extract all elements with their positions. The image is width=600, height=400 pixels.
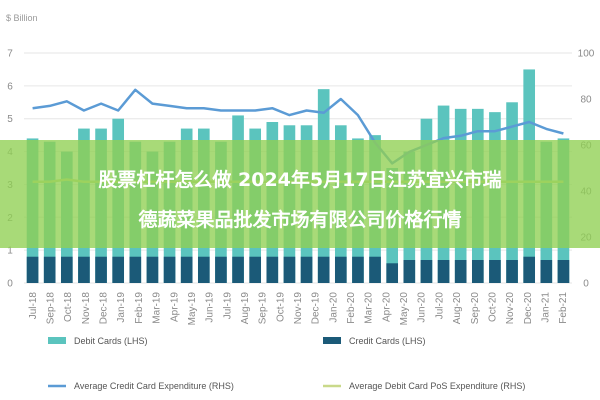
left-tick-label: 1 <box>7 246 13 257</box>
x-tick-label: Oct-19 <box>275 292 286 322</box>
avg-credit-expenditure-line <box>32 88 564 165</box>
x-tick-label: Jan-21 <box>540 292 551 323</box>
x-tick-label: Jan-19 <box>116 292 127 323</box>
credit-bar <box>523 256 536 283</box>
x-tick-label: Aug-20 <box>452 292 463 325</box>
credit-bar <box>506 260 518 283</box>
x-tick-label: Nov-18 <box>81 292 92 325</box>
x-tick-label: Apr-20 <box>381 292 392 322</box>
credit-bar <box>232 256 244 283</box>
credit-bar <box>352 256 364 283</box>
right-tick-label: 100 <box>578 49 595 60</box>
x-tick-label: Apr-19 <box>169 292 180 322</box>
x-tick-label: Sep-18 <box>46 292 57 325</box>
credit-bar <box>403 260 416 283</box>
x-tick-label: Jul-20 <box>434 292 445 320</box>
x-tick-label: Nov-20 <box>505 292 516 325</box>
credit-bar <box>437 260 450 283</box>
left-tick-label: 5 <box>7 114 13 125</box>
x-tick-label: Oct-20 <box>487 292 498 322</box>
x-tick-label: Nov-19 <box>293 292 304 325</box>
credit-bar <box>129 256 142 283</box>
credit-bar <box>283 256 296 283</box>
x-tick-label: Mar-19 <box>152 292 163 324</box>
credit-bar <box>540 260 553 283</box>
credit-bar <box>317 256 330 283</box>
credit-bar <box>163 256 176 283</box>
legend-label-credit-cards: Credit Cards (LHS) <box>349 336 426 346</box>
x-tick-label: Jul-18 <box>28 292 39 320</box>
x-tick-label: Jun-20 <box>417 292 428 323</box>
legend-label-avg-credit-expenditure: Average Credit Card Expenditure (RHS) <box>74 381 234 391</box>
legend-swatch-credit-cards <box>323 337 341 344</box>
x-tick-label: Oct-18 <box>63 292 74 322</box>
x-axis-labels: Jul-18 Sep-18 Oct-18 Nov-18 Dec-18 Jan-19 Feb-… <box>28 292 569 326</box>
x-tick-label: Feb-20 <box>346 292 357 324</box>
x-tick-label: Aug-19 <box>240 292 251 325</box>
credit-bar <box>249 256 262 283</box>
overlay-band <box>0 140 600 248</box>
legend: Debit Cards (LHS) Credit Cards (LHS) Ave… <box>48 336 525 391</box>
left-tick-label: 6 <box>7 81 13 92</box>
legend-swatch-debit-cards <box>48 337 66 344</box>
x-tick-label: Mar-20 <box>364 292 375 324</box>
right-tick-label: 80 <box>580 95 592 106</box>
x-tick-label: Sep-19 <box>258 292 269 325</box>
x-tick-label: Jun-19 <box>205 292 216 323</box>
credit-bar <box>197 256 210 283</box>
credit-bar <box>180 256 193 283</box>
x-tick-label: Dec-20 <box>523 292 534 325</box>
credit-bar <box>60 256 73 283</box>
x-tick-label: Feb-21 <box>558 292 569 324</box>
x-tick-label: May-20 <box>399 292 410 326</box>
credit-bar <box>146 256 159 283</box>
credit-bar <box>95 256 107 283</box>
x-tick-label: Feb-19 <box>134 292 145 324</box>
overlay-title-line-1: 股票杠杆怎么做 2024年5月17日江苏宜兴市瑞 <box>98 168 501 191</box>
left-tick-label: 7 <box>7 49 13 60</box>
credit-bar <box>471 260 484 283</box>
credit-bar <box>369 256 381 283</box>
credit-bar <box>489 260 501 283</box>
x-tick-label: Dec-19 <box>311 292 322 325</box>
credit-bar <box>78 256 90 283</box>
x-tick-label: Dec-18 <box>99 292 110 325</box>
credit-bar <box>266 256 279 283</box>
credit-bar <box>334 256 347 283</box>
credit-bar <box>386 263 399 283</box>
credit-bar <box>454 260 467 283</box>
credit-bar <box>112 256 125 283</box>
credit-bar <box>26 256 39 283</box>
x-tick-label: Jan-20 <box>328 292 339 323</box>
credit-bar <box>557 260 570 283</box>
right-tick-label: 0 <box>583 279 589 290</box>
credit-bar <box>215 256 227 283</box>
x-tick-label: May-19 <box>187 292 198 326</box>
left-tick-label: 0 <box>7 279 13 290</box>
credit-bar <box>43 256 56 283</box>
legend-label-avg-debit-pos-expenditure: Average Debit Card PoS Expenditure (RHS) <box>349 381 525 391</box>
overlay-title-line-2: 德蔬菜果品批发市场有限公司价格行情 <box>138 208 461 231</box>
legend-label-debit-cards: Debit Cards (LHS) <box>74 336 148 346</box>
x-tick-label: Sep-20 <box>470 292 481 325</box>
credit-bar <box>300 256 313 283</box>
credit-card-bars <box>26 256 570 283</box>
left-axis-unit: $ Billion <box>6 13 38 23</box>
credit-bar <box>420 260 433 283</box>
x-tick-label: Jul-19 <box>222 292 233 320</box>
